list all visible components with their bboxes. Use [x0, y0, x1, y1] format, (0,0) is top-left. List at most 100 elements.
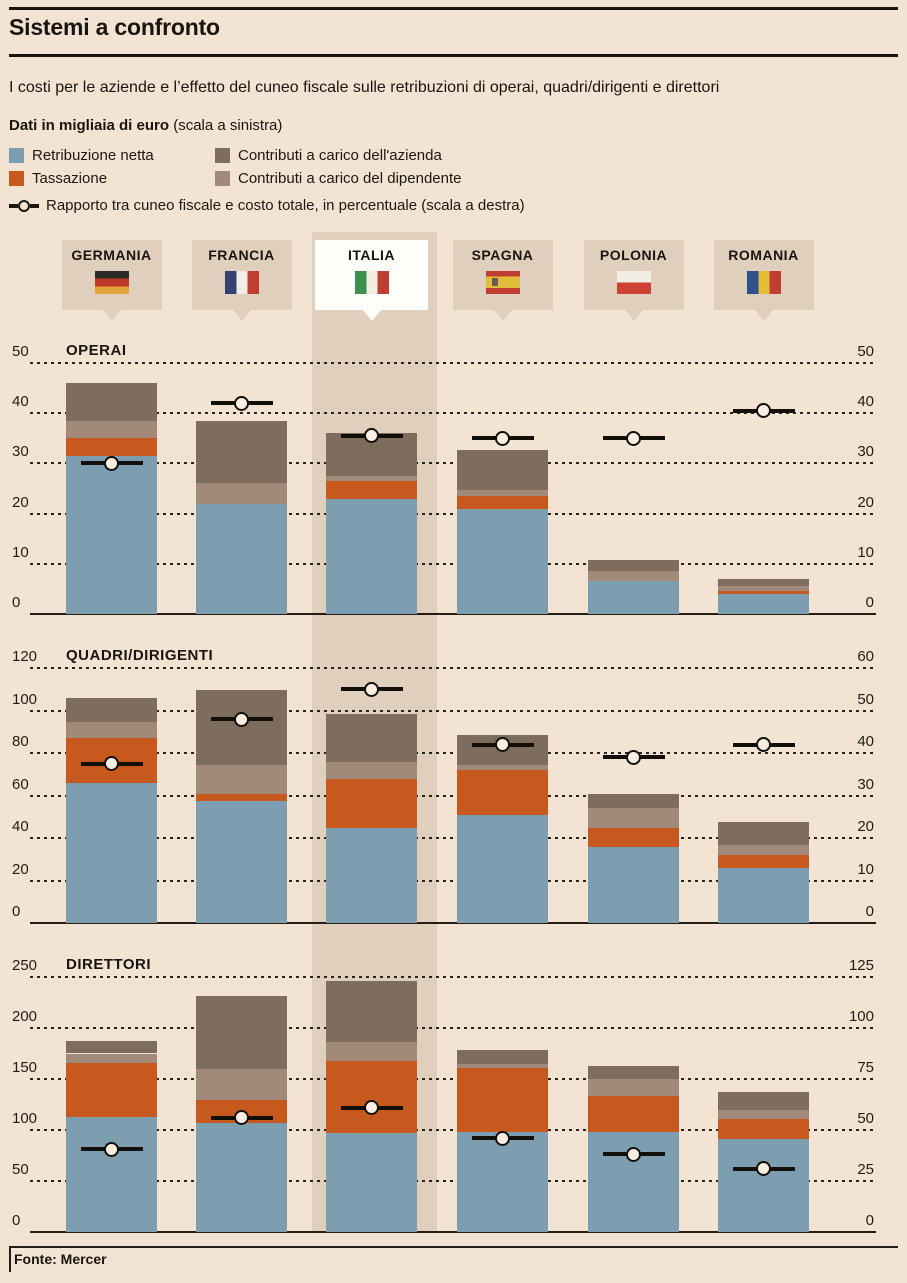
bar-segment — [66, 455, 157, 614]
wedge-marker-dot — [495, 1130, 510, 1146]
left-axis-tick-label: 10 — [12, 543, 29, 561]
bar-segment — [718, 855, 809, 868]
right-axis-tick-label: 0 — [865, 903, 874, 920]
bar-segment — [196, 764, 287, 795]
country-name: SPAGNA — [471, 247, 534, 263]
x-axis-baseline — [30, 613, 876, 615]
chart-section-title: DIRETTORI — [66, 956, 152, 973]
chart-section-title: OPERAI — [66, 342, 127, 359]
right-axis-tick-label: 60 — [857, 648, 874, 665]
right-axis-tick-label: 0 — [865, 594, 874, 611]
right-axis-tick-label: 50 — [857, 690, 874, 708]
legend-label: Contributi a carico dell'azienda — [238, 146, 442, 164]
legend-color-chip — [9, 170, 24, 186]
legend-color-chip — [9, 147, 24, 163]
bar-segment — [457, 1132, 548, 1232]
right-axis-tick-label: 50 — [857, 1110, 874, 1127]
x-axis-baseline — [30, 1231, 876, 1233]
country-name: POLONIA — [599, 247, 668, 263]
wedge-marker-dot — [104, 455, 119, 471]
wedge-marker-dot — [495, 430, 510, 446]
left-axis-tick-label: 100 — [12, 690, 38, 708]
country-box-pointer — [493, 310, 512, 321]
gridline — [30, 562, 874, 565]
right-axis-tick-label: 10 — [857, 860, 874, 878]
left-axis-tick-label: 20 — [12, 493, 29, 511]
right-axis-tick-label: 20 — [857, 493, 874, 511]
right-axis-tick-label: 25 — [857, 1161, 874, 1178]
legend-label: Contributi a carico del dipendente — [238, 169, 462, 187]
country-name: ROMANIA — [728, 247, 799, 263]
bar-segment — [457, 1063, 548, 1068]
legend-item: Tassazione — [9, 167, 215, 189]
wedge-marker-dot — [234, 1110, 249, 1126]
right-axis-tick-label: 75 — [857, 1059, 874, 1076]
bar-segment — [588, 846, 679, 923]
bar-segment — [588, 560, 679, 571]
left-axis-tick-label: 20 — [12, 860, 29, 878]
bar-segment — [588, 570, 679, 581]
right-axis-tick-label: 0 — [865, 1212, 874, 1229]
bar-segment — [196, 800, 287, 923]
country-label-box: ROMANIA — [713, 240, 814, 310]
gridline — [30, 1129, 874, 1131]
country-name: GERMANIA — [71, 247, 152, 263]
bar-segment — [196, 503, 287, 614]
wedge-marker-dot — [234, 395, 249, 411]
bar-segment — [718, 1092, 809, 1110]
bar-segment — [66, 782, 157, 923]
wedge-marker-dot — [626, 430, 641, 446]
bar-segment — [326, 713, 417, 762]
gridline — [30, 794, 874, 797]
bar-segment — [457, 770, 548, 815]
footer-left-tick — [9, 1246, 11, 1272]
bar-segment — [66, 722, 157, 739]
bar-segment — [326, 1042, 417, 1061]
left-axis-tick-label: 120 — [12, 648, 38, 665]
gridline — [30, 1027, 874, 1029]
bar-segment — [718, 591, 809, 594]
polonia-flag-icon — [616, 271, 651, 294]
marker-legend: Rapporto tra cuneo fiscale e costo total… — [9, 197, 525, 214]
wedge-marker-dot — [626, 749, 641, 765]
x-axis-baseline — [30, 922, 876, 924]
bar-segment — [196, 794, 287, 801]
gridline — [30, 362, 874, 364]
bar-segment — [66, 1116, 157, 1232]
gridline — [30, 462, 874, 465]
right-axis-tick-label: 50 — [857, 343, 874, 360]
bar-segment — [588, 808, 679, 829]
bar-segment — [457, 496, 548, 509]
flag-emblem — [491, 278, 498, 286]
bar-segment — [588, 1096, 679, 1133]
bar-segment — [66, 1062, 157, 1117]
bar-segment — [66, 1053, 157, 1063]
romania-flag-icon — [746, 271, 781, 294]
bar-segment — [588, 794, 679, 809]
left-axis-tick-label: 0 — [12, 594, 21, 611]
left-axis-tick-label: 0 — [12, 1212, 21, 1229]
bar-segment — [326, 761, 417, 779]
bar-segment — [718, 586, 809, 592]
left-axis-tick-label: 30 — [12, 443, 29, 461]
bar-segment — [457, 814, 548, 923]
bar-segment — [457, 764, 548, 770]
right-axis-tick-label: 40 — [857, 393, 874, 411]
bar-segment — [718, 845, 809, 855]
legend: Retribuzione netta Contributi a carico de… — [9, 144, 461, 189]
bar-segment — [718, 578, 809, 587]
bar-segment — [66, 1041, 157, 1054]
bar-segment — [718, 593, 809, 614]
legend-label: Retribuzione netta — [32, 146, 154, 164]
bar-segment — [588, 580, 679, 614]
bar-segment — [66, 383, 157, 421]
gridline — [30, 976, 874, 978]
title-underline-rule — [9, 54, 898, 57]
bar-segment — [326, 480, 417, 499]
country-label-box: FRANCIA — [191, 240, 292, 310]
left-axis-tick-label: 60 — [12, 775, 29, 793]
bar-segment — [66, 697, 157, 723]
scale-note-rest: (scala a sinistra) — [169, 117, 283, 134]
bar-segment — [457, 490, 548, 497]
wedge-marker-dot — [364, 428, 379, 444]
